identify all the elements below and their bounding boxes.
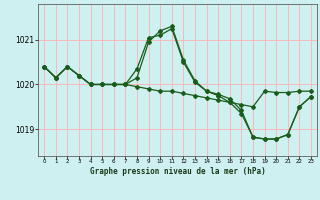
X-axis label: Graphe pression niveau de la mer (hPa): Graphe pression niveau de la mer (hPa)	[90, 167, 266, 176]
